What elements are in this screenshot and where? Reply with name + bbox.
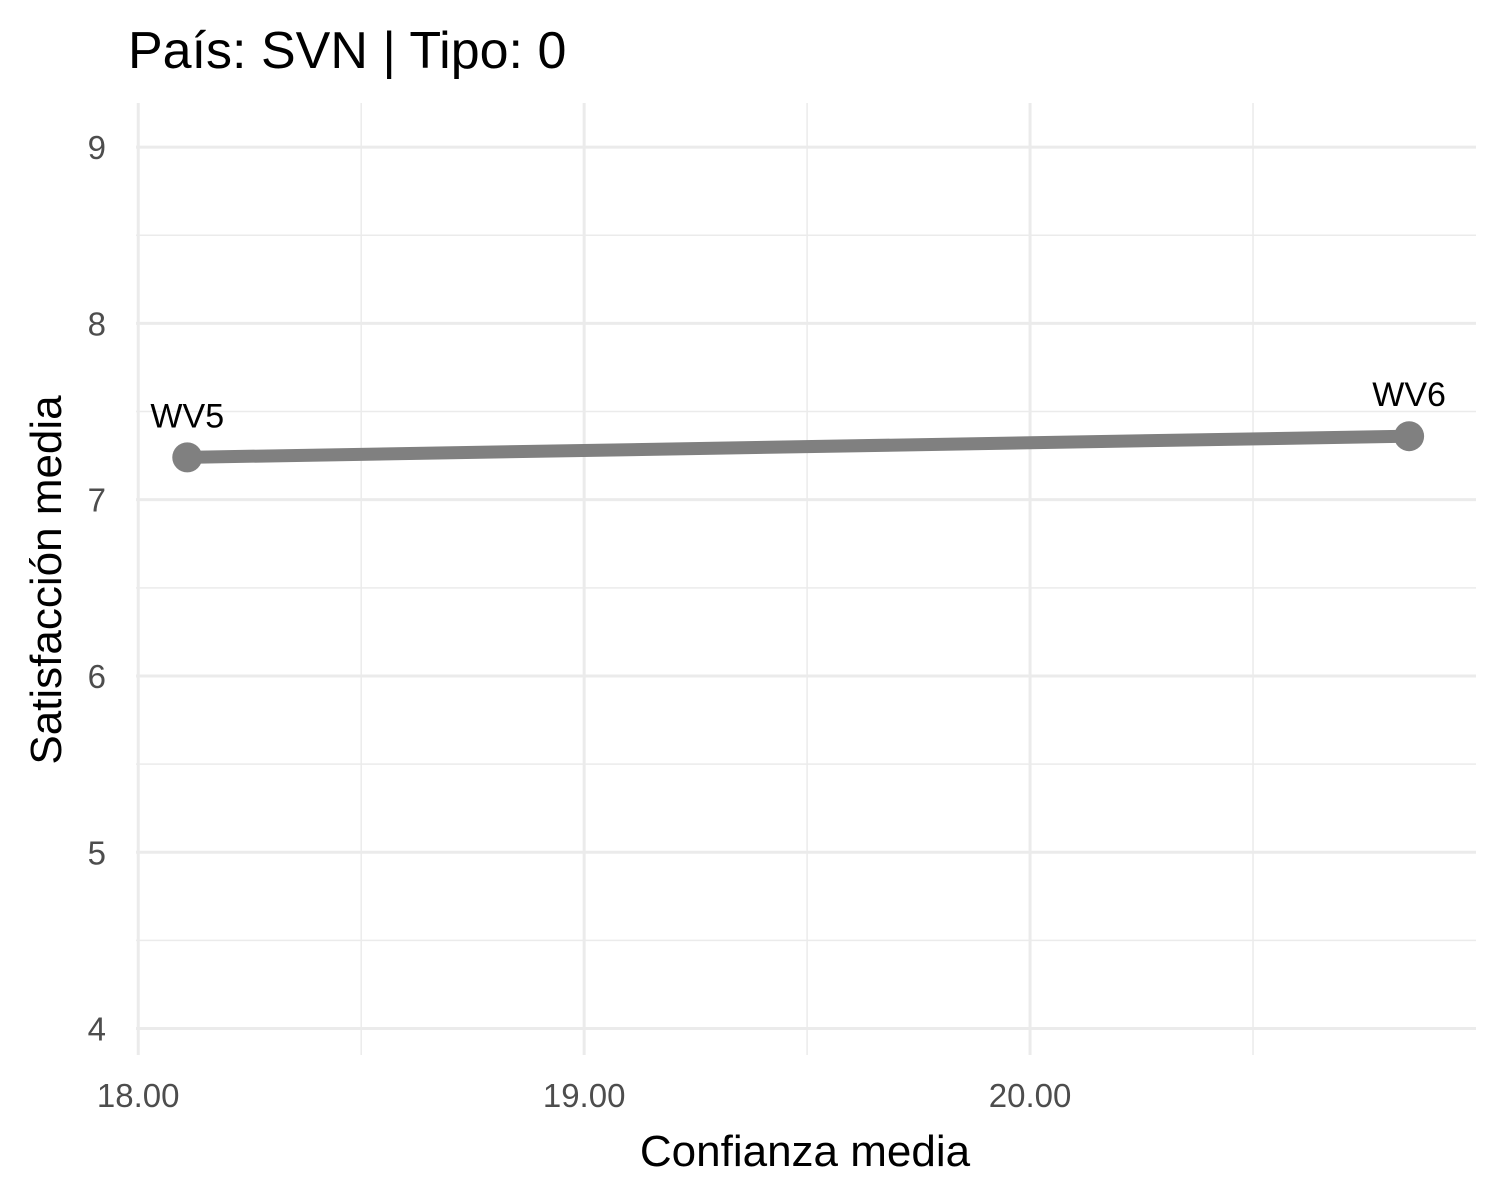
series-line <box>187 429 1410 464</box>
y-tick-label: 4 <box>88 1011 106 1048</box>
x-axis-title: Confianza media <box>640 1127 971 1176</box>
y-axis-ticks: 4 5 6 7 8 9 <box>88 129 106 1047</box>
series-layer <box>172 421 1425 473</box>
x-tick-label: 20.00 <box>989 1077 1072 1114</box>
point-label: WV5 <box>150 397 224 435</box>
point-labels: WV5 WV6 <box>150 376 1446 435</box>
x-axis-ticks: 18.00 19.00 20.00 <box>97 1077 1071 1114</box>
grid-major <box>136 103 1476 1055</box>
grid-minor <box>136 103 1476 1055</box>
data-point <box>1394 421 1425 452</box>
data-point <box>172 442 203 473</box>
y-tick-label: 6 <box>88 658 106 695</box>
y-tick-label: 9 <box>88 129 106 166</box>
x-tick-label: 18.00 <box>97 1077 180 1114</box>
y-tick-label: 8 <box>88 305 106 342</box>
y-tick-label: 5 <box>88 834 106 871</box>
chart-title: País: SVN | Tipo: 0 <box>128 22 566 80</box>
y-tick-label: 7 <box>88 482 106 519</box>
point-label: WV6 <box>1372 376 1446 414</box>
x-tick-label: 19.00 <box>543 1077 626 1114</box>
y-axis-title: Satisfacción media <box>22 395 71 765</box>
